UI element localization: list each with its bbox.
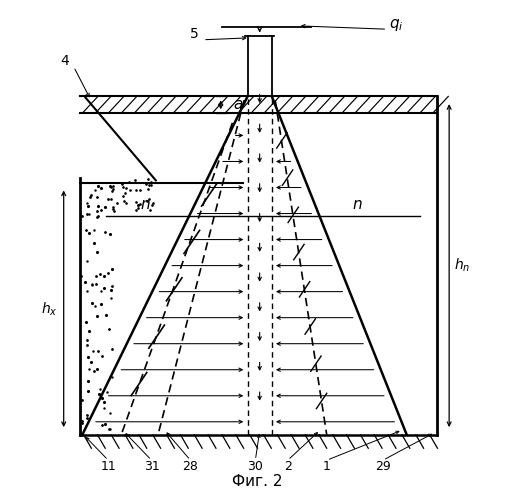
Text: $n$: $n$ xyxy=(140,197,150,212)
Text: $a$: $a$ xyxy=(233,98,243,112)
Text: $h_n$: $h_n$ xyxy=(454,257,470,274)
Text: $h_x$: $h_x$ xyxy=(41,300,57,318)
Text: Фиг. 2: Фиг. 2 xyxy=(232,474,283,489)
Text: 28: 28 xyxy=(182,460,198,473)
Text: $q_i$: $q_i$ xyxy=(389,17,404,33)
Text: 31: 31 xyxy=(144,460,159,473)
Text: 5: 5 xyxy=(191,27,199,41)
Text: $n$: $n$ xyxy=(352,197,363,212)
Text: 30: 30 xyxy=(247,460,263,473)
Text: 29: 29 xyxy=(375,460,391,473)
Text: 11: 11 xyxy=(100,460,116,473)
Text: 2: 2 xyxy=(284,460,291,473)
Text: 1: 1 xyxy=(323,460,331,473)
Text: 4: 4 xyxy=(61,54,70,68)
